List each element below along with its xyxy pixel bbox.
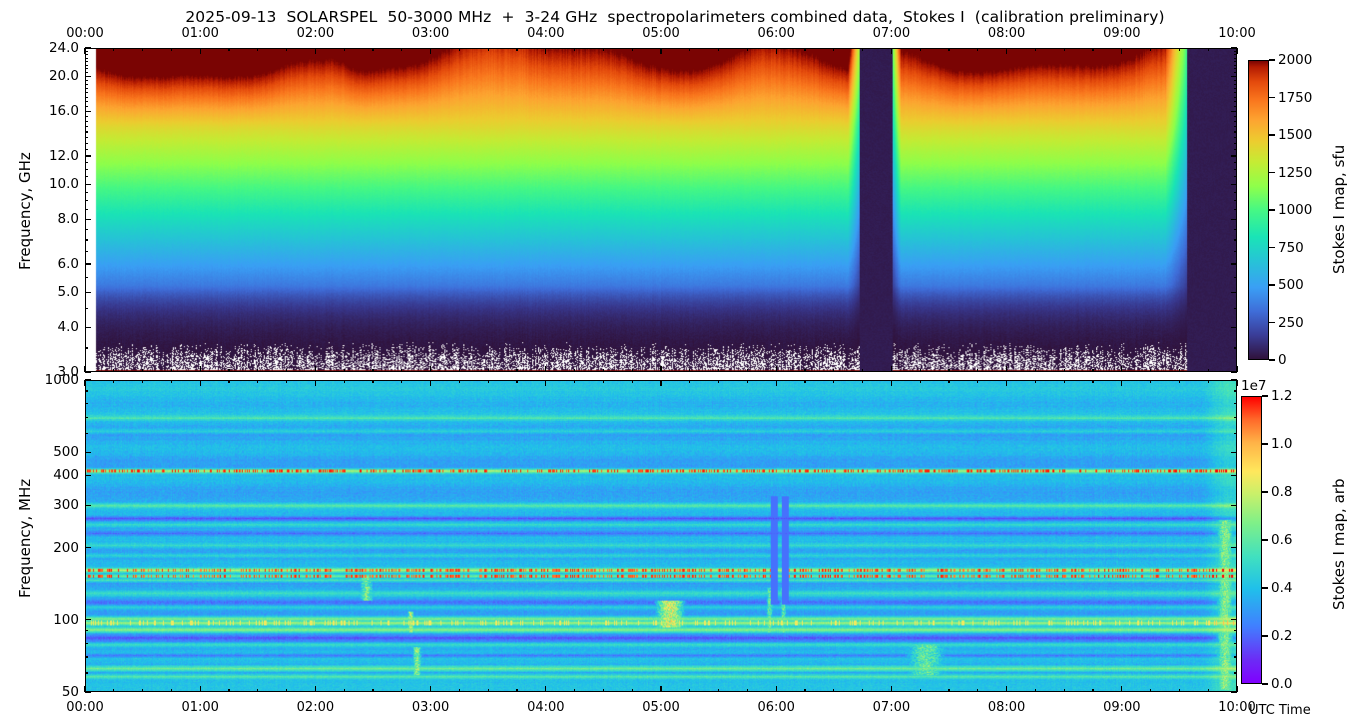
x-tick-label: 03:00 bbox=[411, 700, 450, 715]
x-tick-label: 07:00 bbox=[872, 700, 911, 715]
y-tick-label: 400 bbox=[53, 467, 79, 484]
colorbar-tick-label: 1.0 bbox=[1271, 436, 1293, 452]
x-tick-label: 04:00 bbox=[527, 700, 565, 715]
x-tick-label: 07:00 bbox=[872, 26, 911, 41]
y-tick-label: 200 bbox=[53, 539, 79, 556]
y-tick-label: 500 bbox=[53, 444, 79, 461]
x-tick-label: 05:00 bbox=[642, 700, 680, 715]
x-tick-label: 00:00 bbox=[66, 26, 104, 41]
colorbar-tick-label: 1750 bbox=[1278, 89, 1313, 106]
figure-title: 2025-09-13 SOLARSPEL 50-3000 MHz + 3-24 … bbox=[185, 8, 1165, 26]
colorbar-tick-label: 1000 bbox=[1278, 202, 1313, 218]
y-tick-label: 12.0 bbox=[48, 148, 79, 164]
x-tick-label: 10:00 bbox=[1218, 700, 1256, 715]
y-tick-label: 10.0 bbox=[48, 176, 79, 193]
metric-ylabel: Frequency, MHz bbox=[16, 478, 34, 598]
y-tick-label: 6.0 bbox=[57, 256, 79, 272]
y-tick-label: 1000 bbox=[44, 372, 79, 388]
microwave-spectrogram-panel bbox=[85, 48, 1237, 372]
x-axis-label: UTC Time bbox=[1249, 703, 1311, 718]
x-tick-label: 08:00 bbox=[987, 26, 1026, 41]
colorbar-tick-label: 0.0 bbox=[1271, 676, 1293, 692]
x-tick-label: 04:00 bbox=[527, 26, 565, 41]
y-tick-label: 50 bbox=[61, 684, 79, 700]
colorbar-tick-label: 1.2 bbox=[1271, 388, 1293, 404]
colorbar-tick-label: 0.6 bbox=[1271, 532, 1293, 548]
x-tick-label: 01:00 bbox=[181, 26, 219, 41]
y-tick-label: 16.0 bbox=[48, 103, 79, 120]
y-tick-label: 3.0 bbox=[57, 364, 79, 380]
colorbar-tick-label: 2000 bbox=[1278, 52, 1313, 68]
y-tick-label: 20.0 bbox=[48, 68, 79, 85]
x-tick-label: 05:00 bbox=[642, 26, 680, 41]
colorbar-tick-label: 0.4 bbox=[1271, 580, 1293, 596]
x-tick-label: 09:00 bbox=[1103, 700, 1141, 715]
x-tick-label: 10:00 bbox=[1218, 26, 1256, 41]
x-tick-label: 06:00 bbox=[757, 700, 795, 715]
x-tick-label: 03:00 bbox=[411, 26, 450, 41]
y-tick-label: 100 bbox=[53, 611, 79, 628]
microwave-colorbar-gradient bbox=[1249, 61, 1268, 359]
y-tick-label: 300 bbox=[53, 497, 79, 514]
microwave-spectrogram-image bbox=[86, 49, 1236, 371]
x-tick-label: 02:00 bbox=[296, 700, 335, 715]
colorbar-tick-label: 0.2 bbox=[1271, 628, 1293, 644]
x-tick-label: 01:00 bbox=[181, 700, 219, 715]
metric-colorbar-label: Stokes I map, arb bbox=[1330, 478, 1348, 610]
x-tick-label: 06:00 bbox=[757, 26, 795, 41]
colorbar-tick-label: 0.8 bbox=[1271, 484, 1293, 500]
y-tick-label: 24.0 bbox=[48, 40, 79, 56]
microwave-colorbar-label: Stokes I map, sfu bbox=[1330, 144, 1348, 274]
metric-colorbar-gradient bbox=[1242, 397, 1261, 683]
y-tick-label: 8.0 bbox=[57, 211, 79, 228]
colorbar-tick-label: 1500 bbox=[1278, 127, 1313, 143]
metric-colorbar-exponent: 1e7 bbox=[1241, 378, 1267, 394]
colorbar-tick-label: 250 bbox=[1278, 314, 1304, 331]
metric-spectrogram-image bbox=[86, 381, 1236, 691]
microwave-colorbar bbox=[1248, 60, 1269, 360]
x-tick-label: 09:00 bbox=[1103, 26, 1141, 41]
x-tick-label: 00:00 bbox=[66, 700, 104, 715]
x-tick-label: 02:00 bbox=[296, 26, 335, 41]
colorbar-tick-label: 1250 bbox=[1278, 164, 1313, 181]
y-tick-label: 4.0 bbox=[57, 319, 79, 336]
metric-spectrogram-panel bbox=[85, 380, 1237, 692]
colorbar-tick-label: 0 bbox=[1278, 352, 1287, 368]
metric-colorbar bbox=[1241, 396, 1262, 684]
y-tick-label: 5.0 bbox=[57, 284, 79, 301]
colorbar-tick-label: 500 bbox=[1278, 277, 1304, 293]
microwave-ylabel: Frequency, GHz bbox=[16, 152, 34, 270]
x-tick-label: 08:00 bbox=[987, 700, 1026, 715]
colorbar-tick-label: 750 bbox=[1278, 239, 1304, 256]
